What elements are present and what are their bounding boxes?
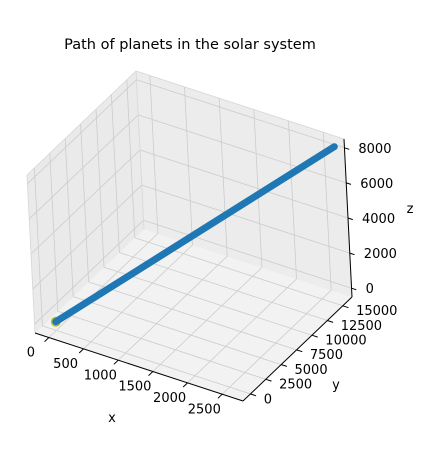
y-tick-mark	[327, 320, 334, 323]
grid-line-y-floor	[103, 266, 313, 336]
y-tick-label: 15000	[356, 304, 397, 319]
x-axis-label: x	[108, 411, 116, 426]
z-tick-mark	[349, 252, 355, 256]
x-tick-mark	[148, 371, 154, 377]
y-tick-label: 0	[264, 392, 272, 407]
x-tick-mark	[182, 382, 188, 388]
x-tick-label: 0	[27, 346, 35, 361]
grid-line-z-back	[139, 149, 349, 219]
grid-line-x-floor	[48, 233, 159, 338]
x-axis-line	[34, 332, 244, 402]
y-axis-label: y	[332, 378, 340, 393]
x-tick-mark	[217, 393, 223, 399]
grid-line-z-left	[34, 219, 144, 325]
y-tick-mark	[265, 378, 272, 382]
grid-line-z-left	[27, 79, 137, 185]
tick-marks	[44, 147, 357, 399]
grid-line-z-back	[136, 79, 345, 149]
y-tick-mark	[250, 393, 257, 397]
z-tick-label: 8000	[358, 142, 391, 157]
grid-line-z-back	[138, 114, 347, 184]
z-tick-label: 0	[366, 282, 374, 297]
grid-line-z-back	[143, 219, 352, 289]
x-tick-mark	[78, 348, 84, 354]
x-tick-label: 2500	[188, 402, 221, 417]
grid-line-y-floor	[57, 310, 266, 380]
grid-line-x-floor	[83, 244, 193, 350]
z-tick-label: 4000	[362, 212, 395, 227]
pane-edge	[135, 70, 345, 140]
grid-line-z-left	[32, 184, 143, 290]
planet-path-line	[52, 143, 338, 326]
grid-line-z-left	[28, 114, 139, 220]
y-tick-mark	[281, 364, 288, 367]
grid-line-y-floor	[42, 325, 251, 395]
y-tick-label: 10000	[325, 334, 366, 349]
z-tick-label: 6000	[360, 177, 393, 192]
y-tick-label: 2500	[279, 378, 312, 393]
axis-lines	[26, 70, 353, 402]
x-tick-label: 1000	[84, 368, 117, 383]
grid-line-x-floor	[117, 255, 228, 361]
z-tick-mark	[351, 287, 357, 291]
z-tick-mark	[347, 217, 353, 221]
grid-line-z-back	[141, 184, 350, 254]
z-tick-label: 2000	[364, 247, 397, 262]
y-tick-label: 7500	[310, 348, 343, 363]
grid-line-y-floor	[73, 296, 282, 365]
y-tick-mark	[311, 334, 318, 338]
pane-edge	[135, 70, 145, 230]
y-tick-mark	[342, 305, 349, 309]
x-tick-mark	[44, 337, 50, 343]
grid-line-y-floor	[88, 281, 297, 351]
x-tick-label: 1500	[118, 380, 151, 395]
y-axis-line	[242, 296, 353, 402]
y-tick-label: 5000	[295, 363, 328, 378]
pane-edge	[26, 70, 137, 176]
grid-line-z-left	[30, 149, 141, 255]
grid-line-x-floor	[187, 278, 297, 384]
x-tick-label: 2000	[153, 391, 186, 406]
x-tick-label: 500	[53, 357, 78, 372]
grid-line-x-floor	[152, 267, 263, 372]
grid-line-x-floor	[221, 289, 332, 395]
z-tick-mark	[344, 147, 350, 150]
y-tick-label: 12500	[341, 319, 382, 334]
chart-title: Path of planets in the solar system	[64, 37, 316, 53]
x-tick-mark	[113, 359, 119, 365]
series-layer	[50, 143, 338, 327]
z-axis-label: z	[407, 202, 414, 217]
tick-labels: 0500100015002000250002500500075001000012…	[27, 142, 398, 418]
y-tick-mark	[296, 349, 303, 353]
grid-lines	[27, 75, 352, 395]
z-tick-mark	[346, 182, 352, 185]
pane-edge	[26, 174, 36, 334]
